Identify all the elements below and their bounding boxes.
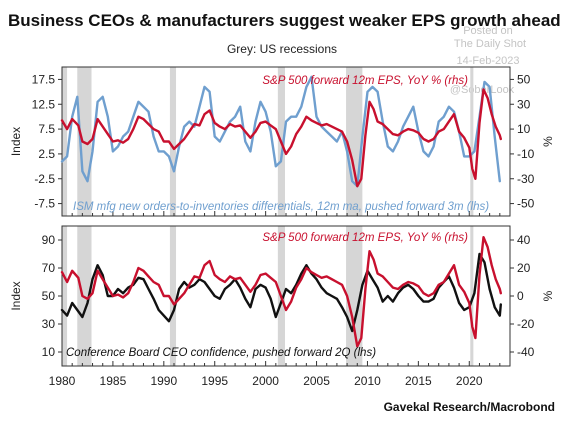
recession-band-3 — [169, 226, 177, 366]
recession-band-6 — [470, 226, 474, 366]
y-right-tick-label: 0 — [517, 289, 524, 303]
source-label: Gavekal Research/Macrobond — [384, 400, 555, 414]
y-left-tick-label: -7.5 — [34, 197, 55, 211]
y-right-tick-label: -10 — [517, 147, 535, 161]
y-left-tick-label: 10 — [42, 345, 56, 359]
y-right-tick-label: 30 — [517, 97, 531, 111]
y-right-axis-label: % — [541, 136, 555, 147]
y-right-tick-label: -50 — [517, 197, 535, 211]
x-tick-label: 1985 — [100, 374, 127, 388]
x-tick-label: 2010 — [354, 374, 381, 388]
y-right-tick-label: 20 — [517, 261, 531, 275]
recession-band-1 — [62, 67, 68, 216]
x-tick-label: 1995 — [201, 374, 228, 388]
y-left-tick-label: 7.5 — [38, 122, 55, 136]
annotation-red: S&P 500 forward 12m EPS, YoY % (rhs) — [262, 75, 468, 87]
y-right-axis-label: % — [541, 290, 555, 301]
recession-band-5 — [346, 226, 363, 366]
recession-band-6 — [470, 67, 474, 216]
y-right-tick-label: -20 — [517, 317, 535, 331]
x-tick-label: 1980 — [49, 374, 76, 388]
annotation-blue: ISM mfg new orders-to-inventories differ… — [73, 201, 489, 213]
y-right-tick-label: -40 — [517, 345, 535, 359]
recession-band-1 — [62, 226, 68, 366]
y-left-tick-label: 2.5 — [38, 147, 55, 161]
watermark-line-3: 14-Feb-2023 — [457, 55, 520, 67]
y-right-tick-label: 40 — [517, 233, 531, 247]
y-right-tick-label: 50 — [517, 72, 531, 86]
y-right-tick-label: -30 — [517, 172, 535, 186]
y-left-tick-label: 50 — [42, 289, 56, 303]
x-tick-label: 2005 — [303, 374, 330, 388]
x-tick-label: 2015 — [405, 374, 432, 388]
watermark-line-1: Posted on — [463, 25, 513, 37]
series-line-blue — [60, 75, 501, 188]
recession-band-5 — [346, 67, 363, 216]
recession-band-3 — [169, 67, 177, 216]
y-left-tick-label: -2.5 — [34, 172, 55, 186]
plot-frame — [61, 66, 511, 217]
watermark-line-2: The Daily Shot — [454, 38, 526, 50]
y-left-axis-label: Index — [9, 281, 23, 310]
y-left-tick-label: 30 — [42, 317, 56, 331]
chart-subtitle: Grey: US recessions — [227, 42, 337, 56]
y-left-tick-label: 17.5 — [32, 72, 56, 86]
bottom-panel: 90 70 50 30 10 40 20 0 -20 -40 Index % S&P 500 forwa… — [9, 225, 555, 367]
chart-title: Business CEOs & manufacturers suggest we… — [8, 11, 561, 30]
x-axis: 1980 1985 1990 1995 2000 2005 2010 2015 2020 — [49, 374, 483, 388]
y-left-tick-label: 70 — [42, 261, 56, 275]
y-right-tick-label: 10 — [517, 122, 531, 136]
y-left-axis-label: Index — [9, 127, 23, 156]
x-tick-label: 1990 — [150, 374, 177, 388]
x-tick-label: 2000 — [252, 374, 279, 388]
y-left-tick-label: 12.5 — [32, 97, 56, 111]
series-line-red — [60, 236, 502, 348]
annotation-red: S&P 500 forward 12m EPS, YoY % (rhs) — [262, 232, 468, 244]
series-line-red — [60, 88, 502, 188]
y-left-tick-label: 90 — [42, 233, 56, 247]
x-tick-label: 2020 — [456, 374, 483, 388]
series-line-black — [60, 252, 502, 333]
plot-frame — [61, 225, 511, 367]
annotation-black: Conference Board CEO confidence, pushed … — [66, 347, 376, 359]
top-panel: 17.5 12.5 7.5 2.5 -2.5 -7.5 50 30 10 -10 -30 -50 Ind… — [9, 66, 555, 217]
